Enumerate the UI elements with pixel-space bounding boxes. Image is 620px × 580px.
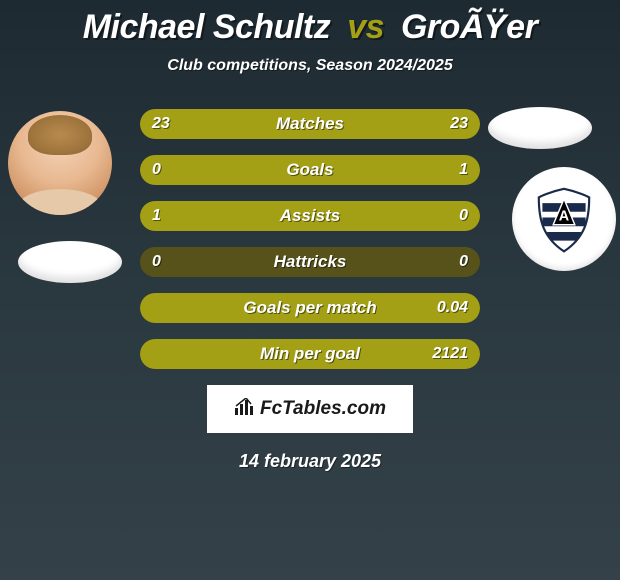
stat-value-right: 2121 [432, 339, 468, 369]
subtitle: Club competitions, Season 2024/2025 [0, 57, 620, 75]
stat-label: Matches [140, 109, 480, 139]
stat-label: Assists [140, 201, 480, 231]
player2-avatar [488, 107, 592, 149]
stat-rows: 23Matches230Goals11Assists00Hattricks0Go… [140, 109, 480, 369]
stat-label: Goals [140, 155, 480, 185]
infographic-container: Michael Schultz vs GroÃŸer Club competit… [0, 0, 620, 580]
stat-value-right: 23 [450, 109, 468, 139]
brand-box: FcTables.com [207, 385, 413, 433]
stat-value-right: 1 [459, 155, 468, 185]
stat-row: 23Matches23 [140, 109, 480, 139]
svg-text:A: A [559, 208, 570, 224]
stat-row: 0Hattricks0 [140, 247, 480, 277]
date-label: 14 february 2025 [0, 451, 620, 472]
brand-text: FcTables.com [260, 398, 386, 420]
stat-row: 0Goals1 [140, 155, 480, 185]
stat-value-right: 0 [459, 201, 468, 231]
player1-name: Michael Schultz [83, 8, 331, 46]
stat-label: Min per goal [140, 339, 480, 369]
player1-club-badge [18, 241, 122, 283]
stat-label: Hattricks [140, 247, 480, 277]
stat-value-right: 0 [459, 247, 468, 277]
vs-label: vs [347, 8, 384, 46]
stat-value-right: 0.04 [437, 293, 468, 323]
player1-avatar [8, 111, 112, 215]
stat-row: Min per goal2121 [140, 339, 480, 369]
page-title: Michael Schultz vs GroÃŸer [0, 8, 620, 47]
stat-row: 1Assists0 [140, 201, 480, 231]
stat-label: Goals per match [140, 293, 480, 323]
stat-row: Goals per match0.04 [140, 293, 480, 323]
stats-area: A 23Matches230Goals11Assists00Hattricks0… [0, 109, 620, 369]
club-crest-icon: A [528, 183, 600, 255]
player2-club-badge: A [512, 167, 616, 271]
chart-icon [234, 398, 256, 421]
player2-name: GroÃŸer [401, 8, 537, 46]
